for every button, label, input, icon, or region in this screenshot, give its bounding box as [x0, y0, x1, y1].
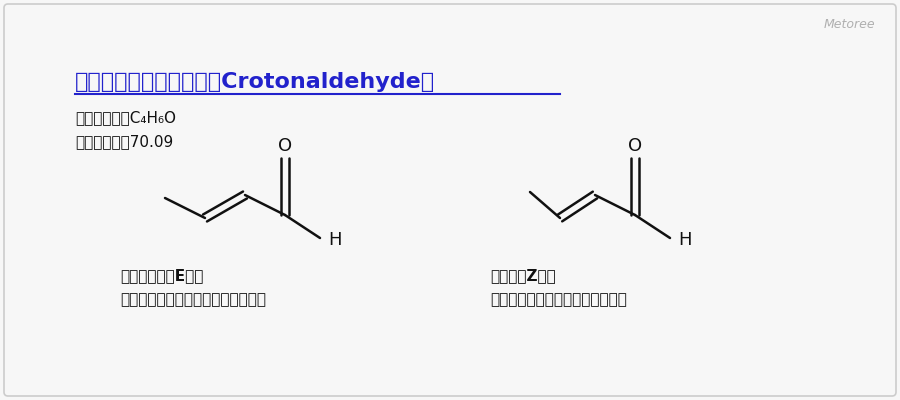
Text: H: H	[328, 231, 341, 249]
Text: 炭素鎖が二重結合に対して同じ側: 炭素鎖が二重結合に対して同じ側	[490, 292, 627, 307]
Text: ・化学式：　C₄H₆O: ・化学式： C₄H₆O	[75, 110, 176, 125]
Text: 炭素鎖が二重結合に対して反対の側: 炭素鎖が二重結合に対して反対の側	[120, 292, 266, 307]
Text: ・分子量：　70.09: ・分子量： 70.09	[75, 134, 173, 149]
Text: O: O	[628, 137, 642, 155]
Text: H: H	[678, 231, 691, 249]
Text: クロトンアルデヒド　（Crotonaldehyde）: クロトンアルデヒド （Crotonaldehyde）	[75, 72, 435, 92]
Text: O: O	[278, 137, 293, 155]
Text: シス型（Z体）: シス型（Z体）	[490, 268, 556, 283]
Text: Metoree: Metoree	[824, 18, 875, 31]
Text: トランス型（E体）: トランス型（E体）	[120, 268, 203, 283]
